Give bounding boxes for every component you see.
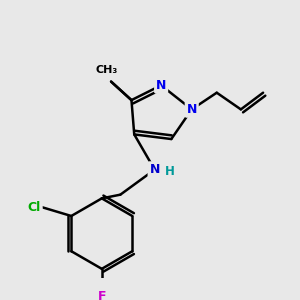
Text: N: N: [149, 163, 160, 176]
Text: Cl: Cl: [28, 201, 41, 214]
Text: F: F: [98, 290, 106, 300]
Text: CH₃: CH₃: [95, 65, 118, 76]
Text: H: H: [164, 165, 174, 178]
Text: N: N: [156, 79, 166, 92]
Text: N: N: [187, 103, 197, 116]
Text: methyl: methyl: [106, 68, 111, 70]
Text: methyl: methyl: [106, 74, 111, 75]
